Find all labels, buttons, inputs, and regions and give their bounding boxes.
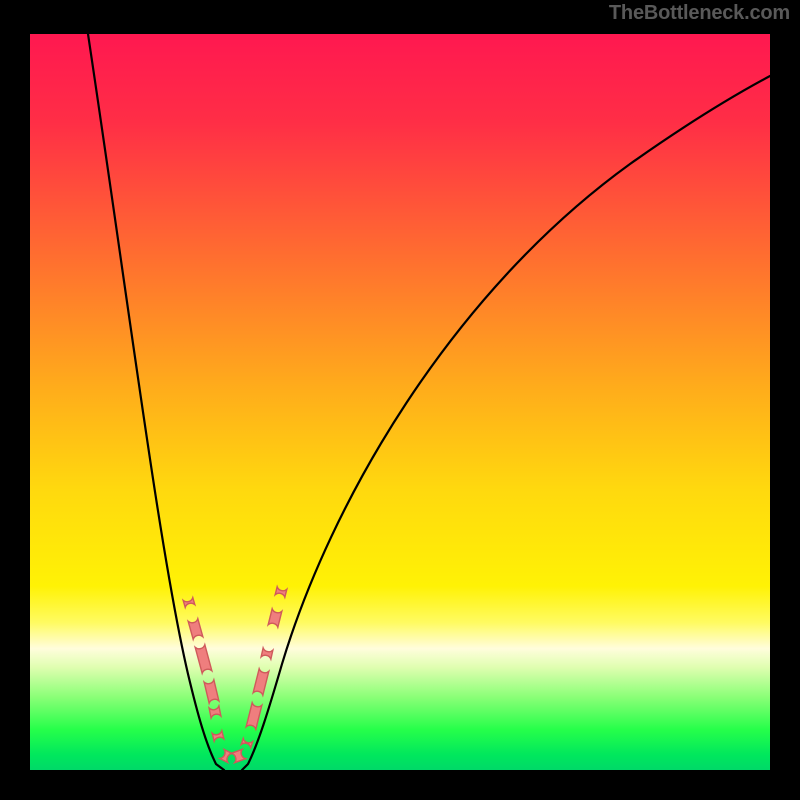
plot-area (30, 34, 770, 770)
marker-capsule (209, 706, 221, 718)
marker-capsule (195, 645, 212, 674)
watermark-text: TheBottleneck.com (609, 2, 790, 25)
curve-right (242, 76, 770, 770)
marker-capsule (275, 587, 287, 597)
marker-capsule (246, 703, 262, 729)
marker-capsule (253, 669, 269, 695)
marker-capsule (241, 738, 252, 747)
marker-capsule (220, 750, 232, 763)
chart-container: TheBottleneck.com (0, 0, 800, 800)
marker-capsule (183, 598, 195, 608)
marker-capsule (204, 680, 219, 703)
marker-capsule (268, 609, 282, 627)
marker-capsule (188, 619, 203, 640)
marker-capsule (261, 648, 273, 659)
curves-layer (30, 34, 770, 770)
marker-capsule (212, 731, 224, 741)
marker-capsule (231, 749, 245, 762)
